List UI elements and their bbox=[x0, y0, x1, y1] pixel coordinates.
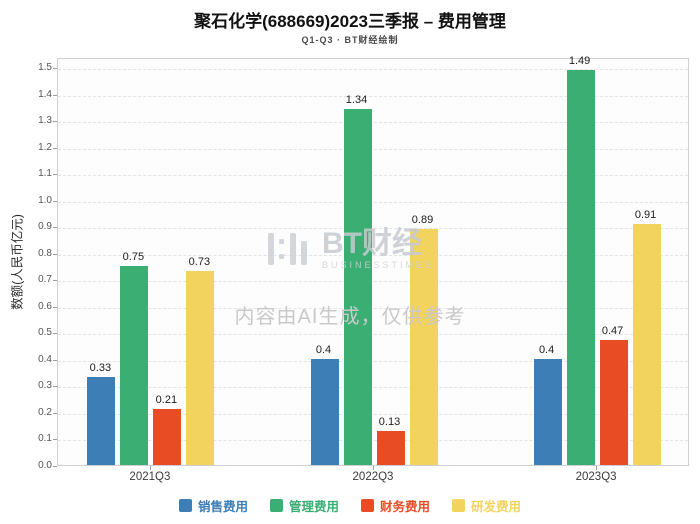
y-tick-mark bbox=[53, 121, 57, 123]
bar bbox=[632, 223, 661, 465]
legend-label: 财务费用 bbox=[380, 500, 431, 514]
y-tick-label: 0.6 bbox=[38, 300, 52, 312]
gridline bbox=[58, 440, 688, 442]
gridline bbox=[58, 122, 688, 124]
x-tick-mark bbox=[149, 466, 151, 470]
y-tick-mark bbox=[53, 359, 57, 361]
gridline bbox=[58, 148, 688, 150]
legend-swatch bbox=[361, 499, 374, 512]
legend: 销售费用 管理费用 财务费用 研发费用 bbox=[0, 496, 700, 515]
bar bbox=[376, 430, 405, 465]
gridline bbox=[58, 201, 688, 203]
y-tick-mark bbox=[53, 200, 57, 202]
y-tick-mark bbox=[53, 466, 57, 467]
bar-value-label: 0.21 bbox=[155, 394, 178, 407]
y-tick-label: 0.5 bbox=[38, 327, 52, 339]
y-tick-label: 1.1 bbox=[38, 168, 52, 180]
bar bbox=[409, 228, 438, 465]
y-tick-mark bbox=[53, 306, 57, 308]
bar-value-label: 0.91 bbox=[634, 208, 657, 221]
bar bbox=[533, 358, 562, 465]
y-tick-mark bbox=[53, 333, 57, 335]
y-tick-mark bbox=[53, 253, 57, 255]
bar-value-label: 0.47 bbox=[601, 325, 624, 338]
legend-swatch bbox=[269, 499, 283, 512]
y-tick-label: 1.3 bbox=[38, 115, 52, 127]
y-tick-label: 0.7 bbox=[38, 274, 52, 286]
bar bbox=[599, 340, 628, 465]
bar bbox=[310, 358, 339, 465]
gridline bbox=[58, 228, 688, 230]
legend-label: 管理费用 bbox=[288, 500, 339, 514]
bar bbox=[186, 271, 215, 465]
bar-value-label: 0.4 bbox=[315, 343, 332, 356]
x-tick-label: 2022Q3 bbox=[352, 471, 394, 483]
legend-item: 管理费用 bbox=[269, 496, 339, 515]
y-tick-label: 1.2 bbox=[38, 141, 52, 153]
bar-value-label: 0.75 bbox=[122, 251, 145, 263]
bar bbox=[153, 409, 182, 465]
bar-value-label: 1.49 bbox=[568, 54, 591, 67]
gridline bbox=[58, 413, 688, 415]
y-tick-label: 0.8 bbox=[38, 247, 52, 259]
bar bbox=[120, 266, 149, 465]
legend-swatch bbox=[452, 499, 466, 512]
y-tick-mark bbox=[53, 386, 57, 388]
y-tick-mark bbox=[53, 439, 57, 441]
y-tick-label: 1.4 bbox=[38, 88, 52, 100]
chart-title: 聚石化学(688669)2023三季报 – 费用管理 bbox=[194, 12, 506, 31]
gridline bbox=[58, 175, 688, 177]
gridline bbox=[58, 254, 688, 256]
legend-label: 销售费用 bbox=[197, 500, 248, 514]
y-tick-label: 0.1 bbox=[38, 433, 52, 445]
gridline bbox=[58, 334, 688, 336]
y-tick-mark bbox=[53, 412, 57, 414]
y-tick-label: 0.0 bbox=[38, 460, 52, 471]
bar-value-label: 0.73 bbox=[188, 256, 211, 269]
bar-value-label: 0.4 bbox=[538, 343, 555, 356]
chart-subtitle: Q1-Q3 · BT财经绘制 bbox=[301, 35, 399, 45]
gridline bbox=[58, 95, 688, 97]
y-tick-mark bbox=[53, 94, 57, 96]
gridline bbox=[58, 387, 688, 389]
bar bbox=[343, 109, 372, 465]
bar-value-label: 1.34 bbox=[345, 94, 368, 107]
y-tick-mark bbox=[53, 227, 57, 229]
bar-value-label: 0.13 bbox=[378, 415, 401, 428]
legend-swatch bbox=[178, 499, 192, 512]
y-tick-mark bbox=[53, 147, 57, 149]
legend-item: 财务费用 bbox=[361, 496, 430, 515]
gridline bbox=[58, 281, 688, 283]
y-tick-mark bbox=[53, 68, 57, 69]
x-tick-label: 2023Q3 bbox=[575, 471, 617, 483]
legend-item: 研发费用 bbox=[452, 496, 521, 515]
bar-value-label: 0.33 bbox=[89, 362, 112, 375]
bar bbox=[566, 69, 595, 465]
y-tick-mark bbox=[53, 280, 57, 282]
y-tick-mark bbox=[53, 174, 57, 176]
x-tick-mark bbox=[596, 466, 598, 470]
y-tick-label: 1.5 bbox=[38, 62, 52, 73]
y-tick-label: 0.9 bbox=[38, 221, 52, 233]
gridline bbox=[58, 69, 688, 70]
x-tick-label: 2021Q3 bbox=[129, 471, 171, 483]
gridline bbox=[58, 307, 688, 309]
y-tick-label: 0.4 bbox=[38, 353, 52, 365]
legend-label: 研发费用 bbox=[471, 500, 522, 514]
legend-item: 销售费用 bbox=[178, 496, 248, 515]
bar bbox=[87, 377, 116, 465]
x-tick-mark bbox=[373, 466, 374, 470]
y-tick-label: 0.3 bbox=[38, 380, 52, 392]
bar-value-label: 0.89 bbox=[411, 213, 434, 226]
gridline bbox=[58, 360, 688, 362]
y-tick-label: 0.2 bbox=[38, 406, 52, 418]
y-tick-label: 1.0 bbox=[38, 194, 52, 206]
plot-area bbox=[57, 58, 689, 466]
